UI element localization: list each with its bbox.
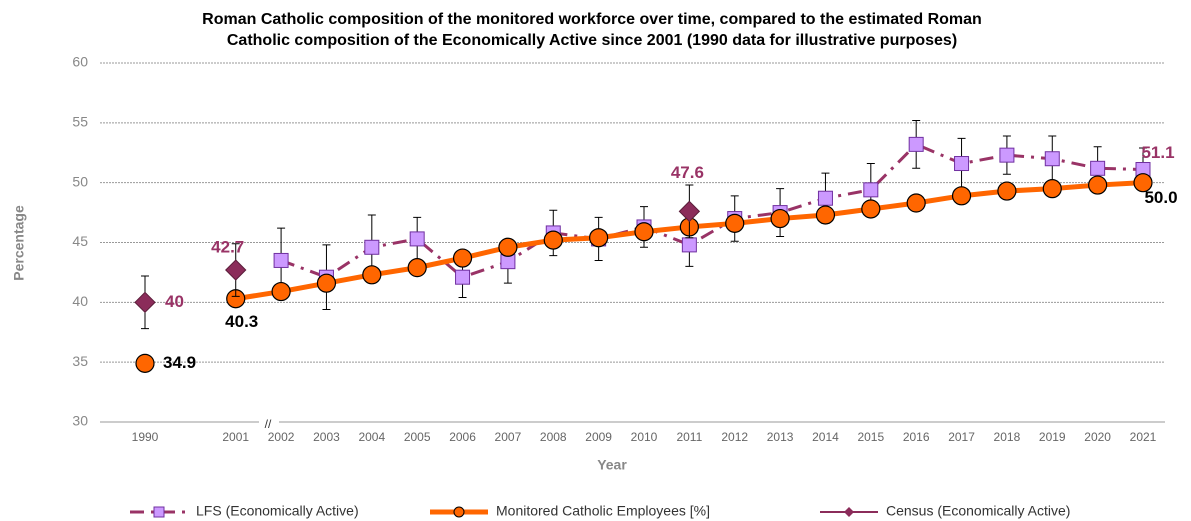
marker-circle — [452, 248, 473, 268]
marker-square — [999, 147, 1015, 163]
marker-square — [364, 239, 380, 255]
x-tick-label: 2013 — [767, 430, 794, 444]
marker-square — [273, 252, 289, 268]
marker-square — [817, 190, 833, 206]
x-tick-label: 2019 — [1039, 430, 1066, 444]
x-tick-label: 2012 — [721, 430, 748, 444]
marker-circle — [770, 208, 790, 229]
marker-circle — [407, 258, 427, 278]
marker-circle — [1088, 175, 1108, 195]
legend-label: Census (Economically Active) — [886, 503, 1070, 519]
x-tick-label: 2015 — [857, 430, 884, 444]
data-label: 50.0 — [1144, 188, 1177, 207]
data-label: 34.9 — [163, 353, 196, 372]
y-tick-label: 30 — [72, 413, 88, 429]
x-tick-label: 2014 — [812, 430, 839, 444]
marker-circle — [589, 228, 609, 248]
marker-square — [455, 269, 471, 285]
x-tick-label: 2020 — [1084, 430, 1111, 444]
marker-square — [908, 136, 924, 152]
marker-circle — [498, 237, 518, 257]
x-tick-label: 2011 — [676, 430, 702, 444]
y-tick-label: 45 — [72, 233, 88, 249]
marker-circle — [1133, 173, 1153, 193]
marker-diamond — [678, 200, 701, 223]
x-tick-label: 1990 — [132, 430, 159, 444]
y-tick-label: 40 — [72, 293, 88, 309]
marker-circle — [543, 230, 563, 250]
marker-circle — [362, 265, 382, 285]
series-line — [280, 142, 1144, 279]
data-label: 42.7 — [211, 238, 244, 257]
chart-title: Catholic composition of the Economically… — [227, 32, 957, 49]
x-tick-label: 2018 — [994, 430, 1021, 444]
marker-circle — [1042, 179, 1062, 199]
data-label: 40 — [165, 292, 184, 311]
y-axis-title: Percentage — [11, 205, 27, 281]
x-tick-label: 2009 — [585, 430, 612, 444]
marker-circle — [951, 186, 972, 206]
x-tick-label: 2001 — [222, 430, 249, 444]
marker-square — [409, 231, 425, 247]
marker-square — [863, 182, 879, 198]
marker-square — [1044, 151, 1060, 167]
marker-circle — [634, 222, 654, 242]
y-tick-label: 50 — [72, 173, 88, 189]
x-tick-label: 2017 — [948, 430, 975, 444]
marker-circle — [861, 199, 881, 219]
x-tick-label: 2003 — [313, 430, 340, 444]
x-tick-label: 2004 — [358, 430, 385, 444]
x-tick-label: 2005 — [404, 430, 431, 444]
marker-circle — [316, 273, 337, 293]
marker-diamond — [225, 259, 247, 281]
axis-break: // — [265, 417, 272, 431]
marker-circle — [135, 353, 155, 373]
data-label: 51.1 — [1141, 143, 1174, 162]
legend-marker — [453, 506, 465, 518]
x-tick-label: 2008 — [540, 430, 567, 444]
x-tick-label: 2021 — [1130, 430, 1157, 444]
marker-circle — [906, 193, 926, 213]
chart-title: Roman Catholic composition of the monito… — [202, 11, 982, 28]
marker-circle — [815, 205, 836, 225]
marker-square — [1090, 160, 1106, 176]
axis-break-mask — [259, 414, 279, 430]
y-tick-label: 55 — [72, 114, 88, 130]
y-tick-label: 35 — [72, 353, 88, 369]
marker-circle — [725, 213, 745, 233]
marker-diamond — [134, 291, 156, 314]
data-label: 47.6 — [671, 163, 704, 182]
x-axis-title: Year — [597, 457, 627, 473]
x-tick-label: 2006 — [449, 430, 476, 444]
data-label: 40.3 — [225, 312, 258, 331]
legend-label: Monitored Catholic Employees [%] — [496, 503, 710, 519]
marker-circle — [271, 281, 291, 302]
marker-square — [681, 237, 697, 253]
marker-square — [954, 156, 970, 172]
y-tick-label: 60 — [72, 54, 88, 70]
legend-label: LFS (Economically Active) — [196, 503, 359, 519]
legend-marker — [153, 506, 165, 518]
marker-circle — [997, 181, 1017, 201]
x-tick-label: 2002 — [268, 430, 295, 444]
x-tick-label: 2007 — [495, 430, 522, 444]
x-tick-label: 2010 — [631, 430, 658, 444]
x-tick-label: 2016 — [903, 430, 930, 444]
legend-marker — [844, 507, 854, 517]
